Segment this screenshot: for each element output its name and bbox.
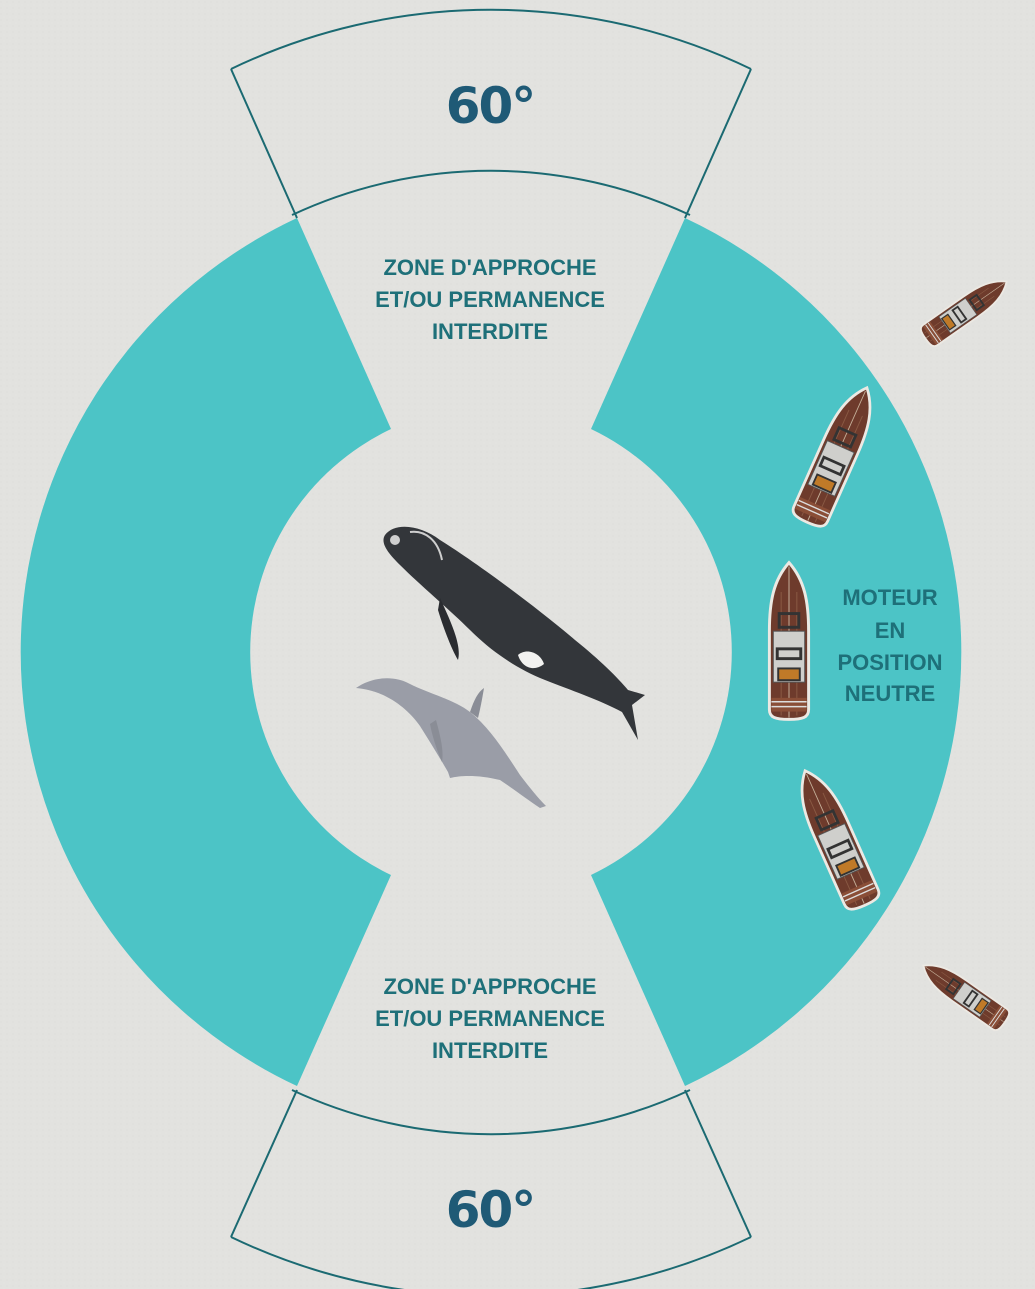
boat-3 — [767, 561, 811, 721]
engine-label-line-4: NEUTRE — [845, 681, 935, 706]
zone-label-top-line-3: INTERDITE — [432, 319, 548, 344]
engine-neutral-label: MOTEUR EN POSITION NEUTRE — [837, 585, 942, 706]
zone-label-bottom-line-1: ZONE D'APPROCHE — [383, 974, 596, 999]
sector-top — [230, 8, 752, 219]
engine-label-line-3: POSITION — [837, 650, 942, 675]
ring-sector-left — [20, 218, 392, 1086]
angle-label-top: 60° — [446, 77, 535, 135]
angle-label-bottom: 60° — [446, 1181, 535, 1239]
engine-label-line-2: EN — [875, 618, 906, 643]
zone-label-top-line-1: ZONE D'APPROCHE — [383, 255, 596, 280]
zone-label-top-line-2: ET/OU PERMANENCE — [375, 287, 605, 312]
engine-label-line-1: MOTEUR — [842, 585, 937, 610]
zone-label-top: ZONE D'APPROCHE ET/OU PERMANENCE INTERDI… — [375, 255, 605, 344]
sector-bottom — [230, 1089, 752, 1289]
zone-label-bottom-line-2: ET/OU PERMANENCE — [375, 1006, 605, 1031]
whale-icon — [383, 526, 645, 740]
zone-label-bottom-line-3: INTERDITE — [432, 1038, 548, 1063]
dolphin-icon — [356, 678, 546, 808]
zone-label-bottom: ZONE D'APPROCHE ET/OU PERMANENCE INTERDI… — [375, 974, 605, 1063]
